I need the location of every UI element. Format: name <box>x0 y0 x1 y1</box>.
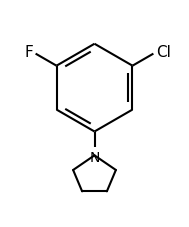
Text: N: N <box>89 151 100 165</box>
Text: Cl: Cl <box>156 45 170 60</box>
Text: F: F <box>24 45 33 60</box>
